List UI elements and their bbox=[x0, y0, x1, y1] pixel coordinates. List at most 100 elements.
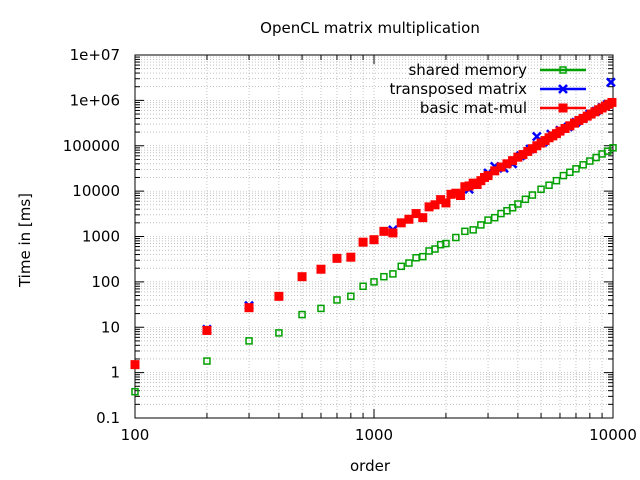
y-tick-label: 1 bbox=[110, 364, 120, 382]
data-point bbox=[389, 270, 397, 278]
x-tick-label: 100 bbox=[121, 426, 150, 444]
legend-label: basic mat-mul bbox=[420, 99, 527, 117]
data-point bbox=[508, 156, 518, 166]
data-point bbox=[332, 253, 342, 263]
data-point bbox=[379, 226, 389, 236]
data-point bbox=[370, 278, 378, 286]
data-point bbox=[203, 357, 211, 365]
data-point bbox=[521, 195, 530, 204]
data-point bbox=[298, 310, 306, 319]
data-point bbox=[555, 126, 565, 136]
data-point bbox=[490, 213, 499, 222]
data-point bbox=[609, 144, 617, 152]
data-point bbox=[404, 214, 414, 224]
data-point bbox=[359, 282, 367, 291]
data-point bbox=[380, 272, 388, 281]
data-point bbox=[130, 360, 140, 370]
data-point bbox=[396, 218, 406, 228]
data-point bbox=[566, 168, 574, 177]
data-point bbox=[446, 189, 456, 199]
data-point bbox=[513, 152, 523, 162]
data-point bbox=[441, 198, 451, 208]
y-tick-label: 0.1 bbox=[96, 409, 120, 427]
data-point bbox=[274, 291, 284, 301]
series-transposed-matrix bbox=[202, 77, 616, 335]
data-point bbox=[469, 226, 477, 234]
data-point bbox=[523, 146, 533, 156]
y-axis-label: Time in [ms] bbox=[16, 193, 34, 288]
axis-ticks bbox=[134, 54, 614, 419]
data-point bbox=[461, 227, 469, 236]
data-point bbox=[606, 77, 616, 88]
grid bbox=[134, 54, 614, 419]
data-point bbox=[528, 191, 537, 199]
data-point bbox=[537, 185, 545, 193]
data-point bbox=[552, 176, 561, 185]
data-point bbox=[388, 228, 398, 238]
data-point bbox=[579, 161, 587, 169]
data-point bbox=[405, 259, 413, 267]
x-tick-label: 10000 bbox=[589, 426, 637, 444]
data-point bbox=[297, 272, 307, 282]
data-point bbox=[545, 181, 553, 189]
data-point bbox=[397, 262, 405, 271]
data-point bbox=[317, 304, 325, 313]
data-point bbox=[565, 121, 575, 131]
data-point bbox=[411, 209, 421, 219]
data-point bbox=[431, 245, 439, 253]
data-point bbox=[418, 213, 428, 223]
data-point bbox=[347, 292, 355, 301]
data-point bbox=[245, 337, 253, 345]
y-tick-label: 10000 bbox=[72, 182, 120, 200]
tick-labels: 100 1000 10000 0.1 1 10 100 1000 10000 100000 1e+0… bbox=[63, 46, 637, 444]
data-point bbox=[419, 252, 427, 261]
data-point bbox=[442, 239, 450, 248]
data-point bbox=[333, 296, 341, 304]
data-point bbox=[369, 235, 379, 245]
x-axis-label: order bbox=[350, 457, 391, 475]
data-point bbox=[496, 162, 506, 172]
data-point bbox=[455, 191, 465, 201]
data-point bbox=[451, 188, 461, 198]
y-tick-label: 1e+06 bbox=[70, 91, 120, 109]
series-shared-memory bbox=[131, 144, 617, 396]
chart-title: OpenCL matrix multiplication bbox=[260, 19, 480, 37]
legend-label: shared memory bbox=[408, 61, 527, 79]
data-point bbox=[452, 233, 460, 242]
data-point bbox=[358, 237, 368, 247]
data-point bbox=[560, 123, 570, 133]
y-tick-label: 100000 bbox=[63, 137, 120, 155]
data-point bbox=[275, 329, 283, 337]
data-point bbox=[244, 303, 254, 313]
legend-marker bbox=[558, 103, 568, 113]
data-point bbox=[346, 252, 356, 262]
data-point bbox=[497, 209, 505, 218]
data-point bbox=[490, 166, 500, 176]
y-tick-label: 1000 bbox=[82, 228, 120, 246]
data-point bbox=[572, 165, 580, 173]
data-point bbox=[425, 247, 433, 255]
data-point bbox=[424, 202, 434, 212]
data-point bbox=[202, 325, 212, 335]
y-tick-label: 1e+07 bbox=[70, 46, 120, 64]
data-point bbox=[607, 97, 617, 107]
y-tick-label: 10 bbox=[101, 318, 120, 336]
data-point bbox=[412, 254, 420, 262]
data-point bbox=[436, 195, 446, 205]
data-point bbox=[430, 200, 440, 210]
series-basic-mat-mul bbox=[130, 97, 617, 370]
x-tick-label: 1000 bbox=[355, 426, 393, 444]
series-group bbox=[130, 77, 617, 396]
data-point bbox=[477, 221, 485, 229]
y-tick-label: 100 bbox=[91, 273, 120, 291]
data-point bbox=[483, 171, 493, 181]
data-point bbox=[502, 159, 512, 169]
data-point bbox=[514, 200, 522, 208]
legend-marker bbox=[558, 84, 568, 94]
data-point bbox=[518, 150, 528, 160]
data-point bbox=[131, 387, 139, 396]
legend-marker bbox=[559, 66, 567, 74]
legend-label: transposed matrix bbox=[390, 80, 528, 98]
